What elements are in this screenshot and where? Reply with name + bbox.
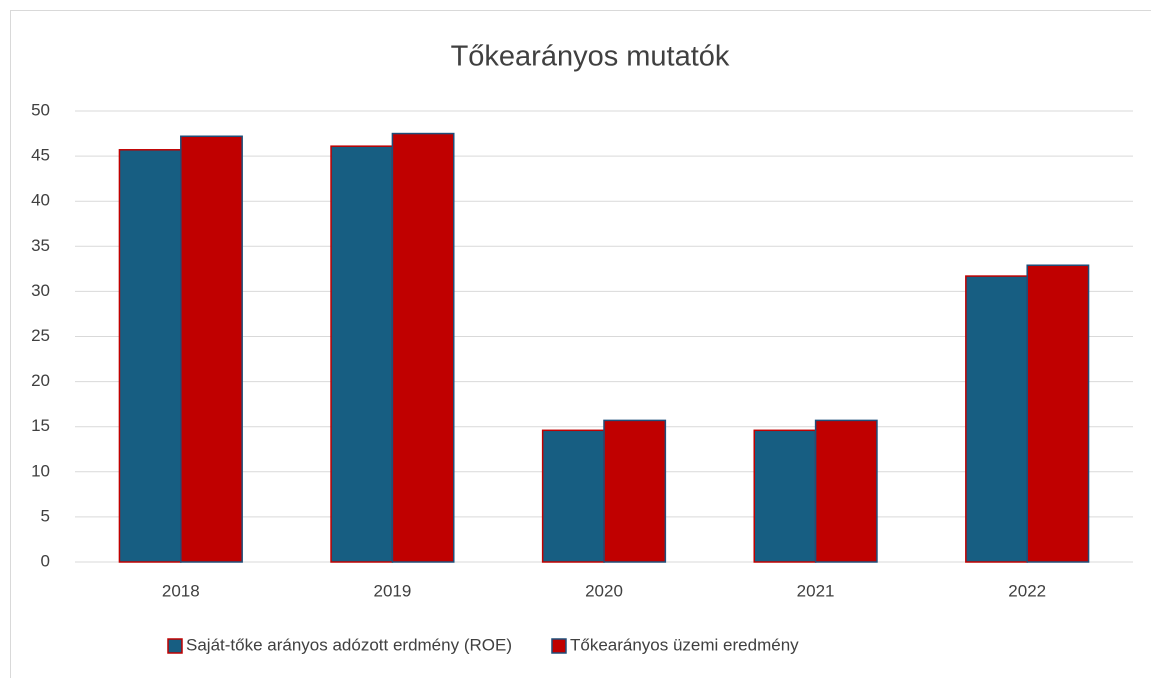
bar <box>965 275 1028 563</box>
y-tick-label: 25 <box>31 326 50 345</box>
y-tick-label: 15 <box>31 416 50 435</box>
bar <box>814 419 878 563</box>
x-tick-label: 2019 <box>373 581 411 600</box>
y-tick-label: 50 <box>31 100 50 119</box>
y-tick-label: 0 <box>41 551 50 570</box>
y-tick-label: 45 <box>31 146 50 165</box>
y-tick-label: 20 <box>31 371 50 390</box>
bar <box>1026 264 1090 563</box>
bar <box>753 429 817 563</box>
bar <box>180 135 243 563</box>
chart-title: Tőkearányos mutatók <box>451 41 730 73</box>
y-tick-label: 30 <box>31 281 50 300</box>
x-tick-label: 2022 <box>1008 581 1046 600</box>
y-tick-label: 35 <box>31 236 50 255</box>
legend-swatch <box>167 638 183 654</box>
y-tick-label: 40 <box>31 191 50 210</box>
x-tick-label: 2021 <box>797 581 835 600</box>
x-tick-label: 2020 <box>585 581 623 600</box>
bar <box>603 419 667 563</box>
y-tick-label: 10 <box>31 461 50 480</box>
bar <box>541 429 605 563</box>
x-tick-label: 2018 <box>162 581 200 600</box>
chart-border <box>10 10 1151 678</box>
y-tick-label: 5 <box>41 506 50 525</box>
bar <box>118 149 182 563</box>
legend-label: Tőkearányos üzemi eredmény <box>570 635 799 654</box>
legend-label: Saját-tőke arányos adózott erdmény (ROE) <box>186 635 512 654</box>
bar <box>330 145 394 563</box>
bar <box>391 132 455 563</box>
legend-swatch <box>551 638 567 654</box>
